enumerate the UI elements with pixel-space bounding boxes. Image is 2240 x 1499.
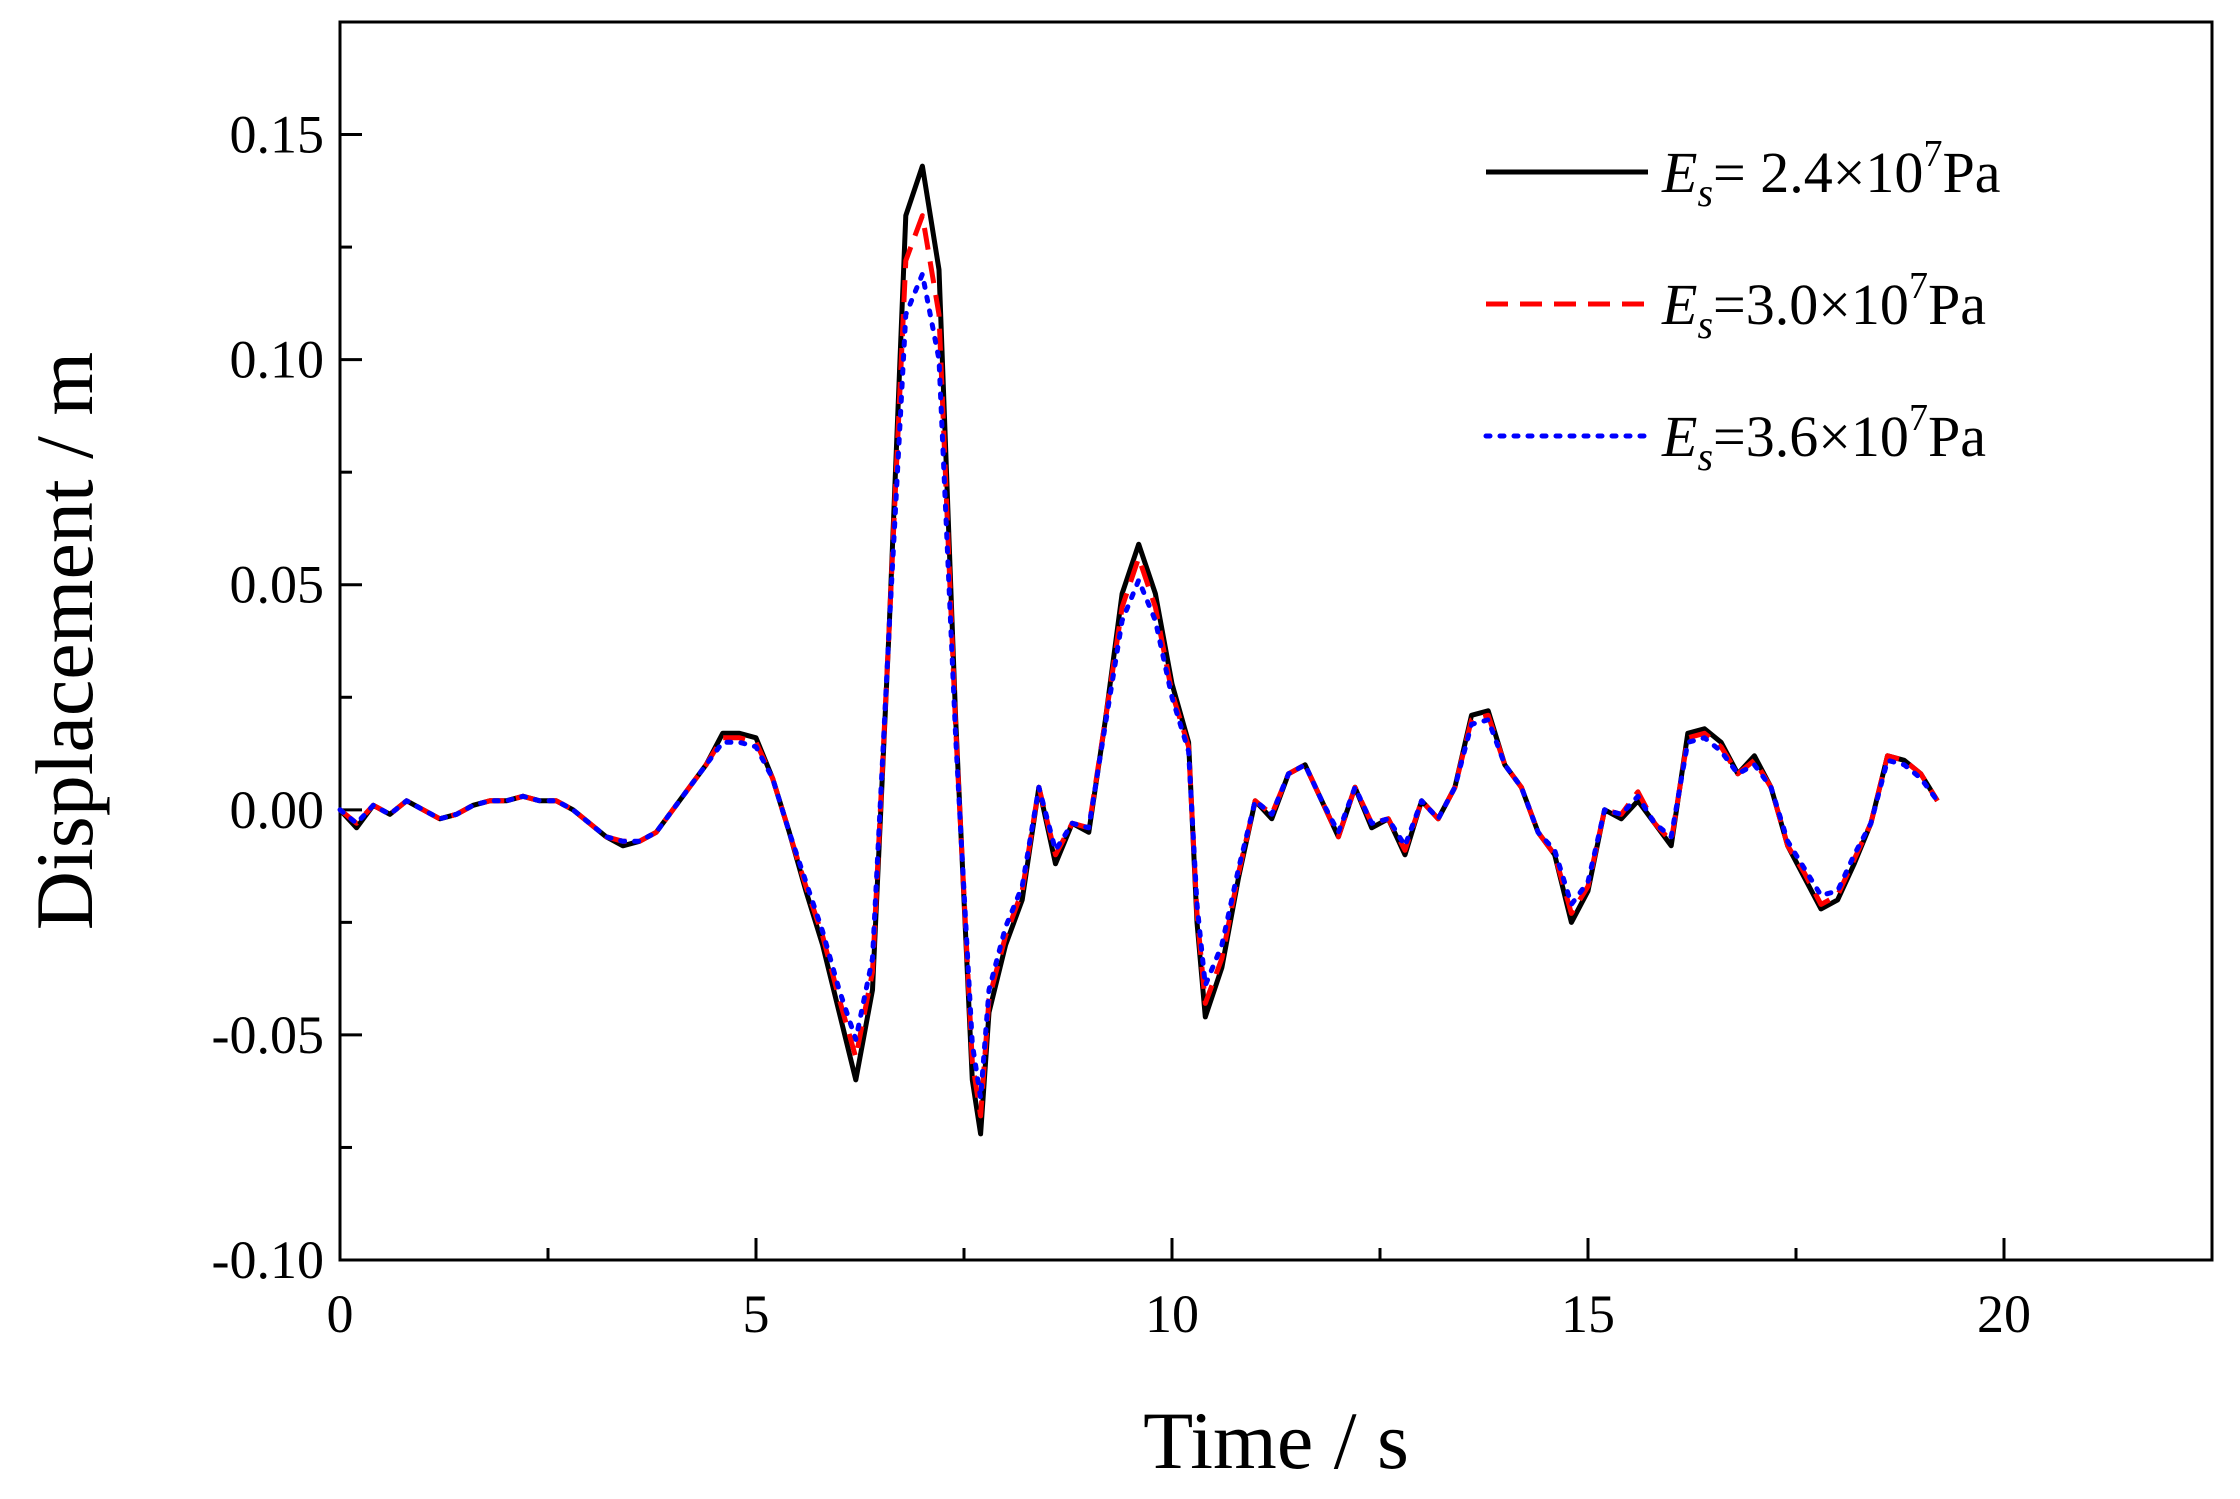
x-tick-label: 0 bbox=[327, 1284, 354, 1344]
series-line-3 bbox=[337, 271, 1940, 1101]
x-tick-label: 10 bbox=[1145, 1284, 1199, 1344]
legend: Es= 2.4×107Pa Es=3.0×107Pa Es=3.6×107Pa bbox=[1483, 133, 2000, 479]
y-tick-label: 0.10 bbox=[230, 330, 325, 390]
y-tick-labels: -0.10 -0.05 0.00 0.05 0.10 0.15 bbox=[212, 105, 324, 1290]
x-tick-label: 20 bbox=[1977, 1284, 2031, 1344]
x-tick-label: 15 bbox=[1561, 1284, 1615, 1344]
y-tick-label: 0.15 bbox=[230, 105, 325, 165]
series-line-2 bbox=[338, 213, 1940, 1119]
y-tick-label: -0.10 bbox=[212, 1230, 324, 1290]
legend-label-3: Es=3.6×107Pa bbox=[1661, 397, 1986, 479]
x-tick-labels: 0 5 10 15 20 bbox=[327, 1284, 2032, 1344]
y-tick-label: 0.05 bbox=[230, 555, 325, 615]
x-axis-title: Time / s bbox=[1143, 1395, 1409, 1486]
y-tick-label: -0.05 bbox=[212, 1005, 324, 1065]
legend-label-1: Es= 2.4×107Pa bbox=[1661, 133, 2000, 215]
y-axis-title: Displacement / m bbox=[19, 352, 110, 930]
series-group bbox=[337, 163, 1940, 1137]
plot-frame bbox=[338, 20, 2214, 1262]
legend-label-2: Es=3.0×107Pa bbox=[1661, 265, 1986, 347]
y-tick-label: 0.00 bbox=[230, 780, 325, 840]
x-tick-label: 5 bbox=[743, 1284, 770, 1344]
